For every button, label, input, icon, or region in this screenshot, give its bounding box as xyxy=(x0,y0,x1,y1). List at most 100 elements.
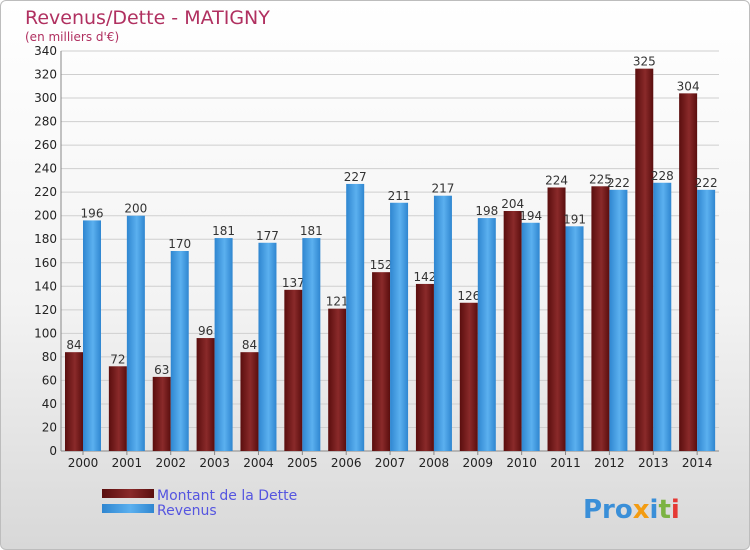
bar-revenus xyxy=(170,251,189,451)
data-label: 137 xyxy=(282,276,305,290)
bar-revenus xyxy=(653,182,672,451)
x-tick-label: 2010 xyxy=(506,456,537,470)
bar-revenus xyxy=(126,215,145,451)
y-tick-label: 20 xyxy=(42,420,57,434)
bar-revenus xyxy=(521,222,540,451)
data-label: 63 xyxy=(154,363,169,377)
y-axis: 0 20 40 60 80 100 120 140 160 180 200 220 240 260 280 3… xyxy=(34,44,719,458)
bar-revenus xyxy=(258,242,277,451)
legend-swatch-revenus xyxy=(102,504,154,513)
y-tick-label: 180 xyxy=(34,232,57,246)
bar-dette xyxy=(635,68,654,451)
data-label: 181 xyxy=(212,224,235,238)
y-tick-label: 40 xyxy=(42,397,57,411)
data-label: 204 xyxy=(501,197,524,211)
x-axis: 2000 2001 2002 2003 2004 2005 2006 2007 2008 2009… xyxy=(68,451,713,470)
bar-dette xyxy=(591,186,610,451)
bar-revenus xyxy=(390,202,409,451)
legend-swatch-dette xyxy=(102,489,154,498)
y-tick-label: 280 xyxy=(34,115,57,129)
x-tick-label: 2013 xyxy=(638,456,669,470)
data-label: 198 xyxy=(475,204,498,218)
y-tick-label: 160 xyxy=(34,256,57,270)
data-label: 96 xyxy=(198,324,213,338)
bar-dette xyxy=(284,289,303,451)
bar-dette xyxy=(547,187,566,451)
legend: Montant de la Dette Revenus xyxy=(102,488,297,519)
y-tick-label: 100 xyxy=(34,326,57,340)
bar-revenus xyxy=(565,226,584,451)
y-tick-label: 0 xyxy=(49,444,57,458)
data-label: 84 xyxy=(242,338,257,352)
data-label: 224 xyxy=(545,173,568,187)
y-tick-label: 240 xyxy=(34,162,57,176)
bar-revenus xyxy=(346,183,365,452)
y-tick-label: 80 xyxy=(42,350,57,364)
data-label: 225 xyxy=(589,172,612,186)
proxiti-logo: Proxiti xyxy=(583,495,680,525)
x-tick-label: 2012 xyxy=(594,456,625,470)
x-tick-label: 2001 xyxy=(112,456,143,470)
data-label: 217 xyxy=(431,182,454,196)
bar-revenus xyxy=(214,238,233,451)
data-label: 84 xyxy=(66,338,81,352)
bar-revenus xyxy=(83,220,101,451)
x-tick-label: 2002 xyxy=(155,456,186,470)
data-label: 181 xyxy=(300,224,323,238)
bar-dette xyxy=(328,308,347,451)
data-label: 170 xyxy=(168,237,191,251)
data-label: 325 xyxy=(633,55,656,69)
bar-dette xyxy=(240,352,259,451)
x-tick-label: 2014 xyxy=(682,456,713,470)
data-label: 222 xyxy=(607,176,630,190)
data-label: 228 xyxy=(651,169,674,183)
bar-dette xyxy=(503,211,522,451)
data-label: 200 xyxy=(124,202,147,216)
y-tick-label: 60 xyxy=(42,373,57,387)
data-label: 152 xyxy=(370,258,393,272)
data-label: 121 xyxy=(326,295,349,309)
grid-lines xyxy=(61,50,719,452)
bar-revenus xyxy=(609,189,628,451)
x-tick-label: 2005 xyxy=(287,456,318,470)
chart-subtitle: (en milliers d'€) xyxy=(25,30,119,44)
chart-title: Revenus/Dette - MATIGNY xyxy=(25,7,270,29)
legend-label-revenus: Revenus xyxy=(157,503,217,519)
bar-dette xyxy=(196,338,215,451)
y-tick-label: 320 xyxy=(34,68,57,82)
bar-dette xyxy=(679,93,698,452)
data-label: 177 xyxy=(256,229,279,243)
data-label: 194 xyxy=(519,209,542,223)
svg-text:Proxiti: Proxiti xyxy=(583,495,680,525)
x-tick-label: 2003 xyxy=(199,456,230,470)
x-tick-label: 2009 xyxy=(463,456,494,470)
x-tick-label: 2004 xyxy=(243,456,274,470)
data-label: 196 xyxy=(81,206,104,220)
data-label: 227 xyxy=(344,170,367,184)
bar-revenus xyxy=(433,195,452,451)
data-label: 142 xyxy=(413,270,436,284)
y-tick-label: 220 xyxy=(34,185,57,199)
x-tick-label: 2008 xyxy=(419,456,450,470)
bar-dette xyxy=(65,352,83,451)
bar-revenus xyxy=(477,218,496,451)
bar-dette xyxy=(415,283,434,451)
y-tick-label: 200 xyxy=(34,209,57,223)
data-label: 222 xyxy=(695,176,718,190)
x-tick-label: 2006 xyxy=(331,456,362,470)
data-label: 304 xyxy=(677,79,700,93)
bar-revenus xyxy=(697,189,716,451)
y-tick-label: 260 xyxy=(34,138,57,152)
y-tick-label: 140 xyxy=(34,279,57,293)
data-label: 72 xyxy=(110,352,125,366)
bar-revenus xyxy=(302,238,321,451)
bar-dette xyxy=(372,272,391,451)
y-tick-label: 300 xyxy=(34,91,57,105)
y-tick-label: 120 xyxy=(34,303,57,317)
data-label: 211 xyxy=(388,189,411,203)
data-label: 126 xyxy=(457,289,480,303)
x-tick-label: 2011 xyxy=(550,456,581,470)
x-tick-label: 2000 xyxy=(68,456,99,470)
